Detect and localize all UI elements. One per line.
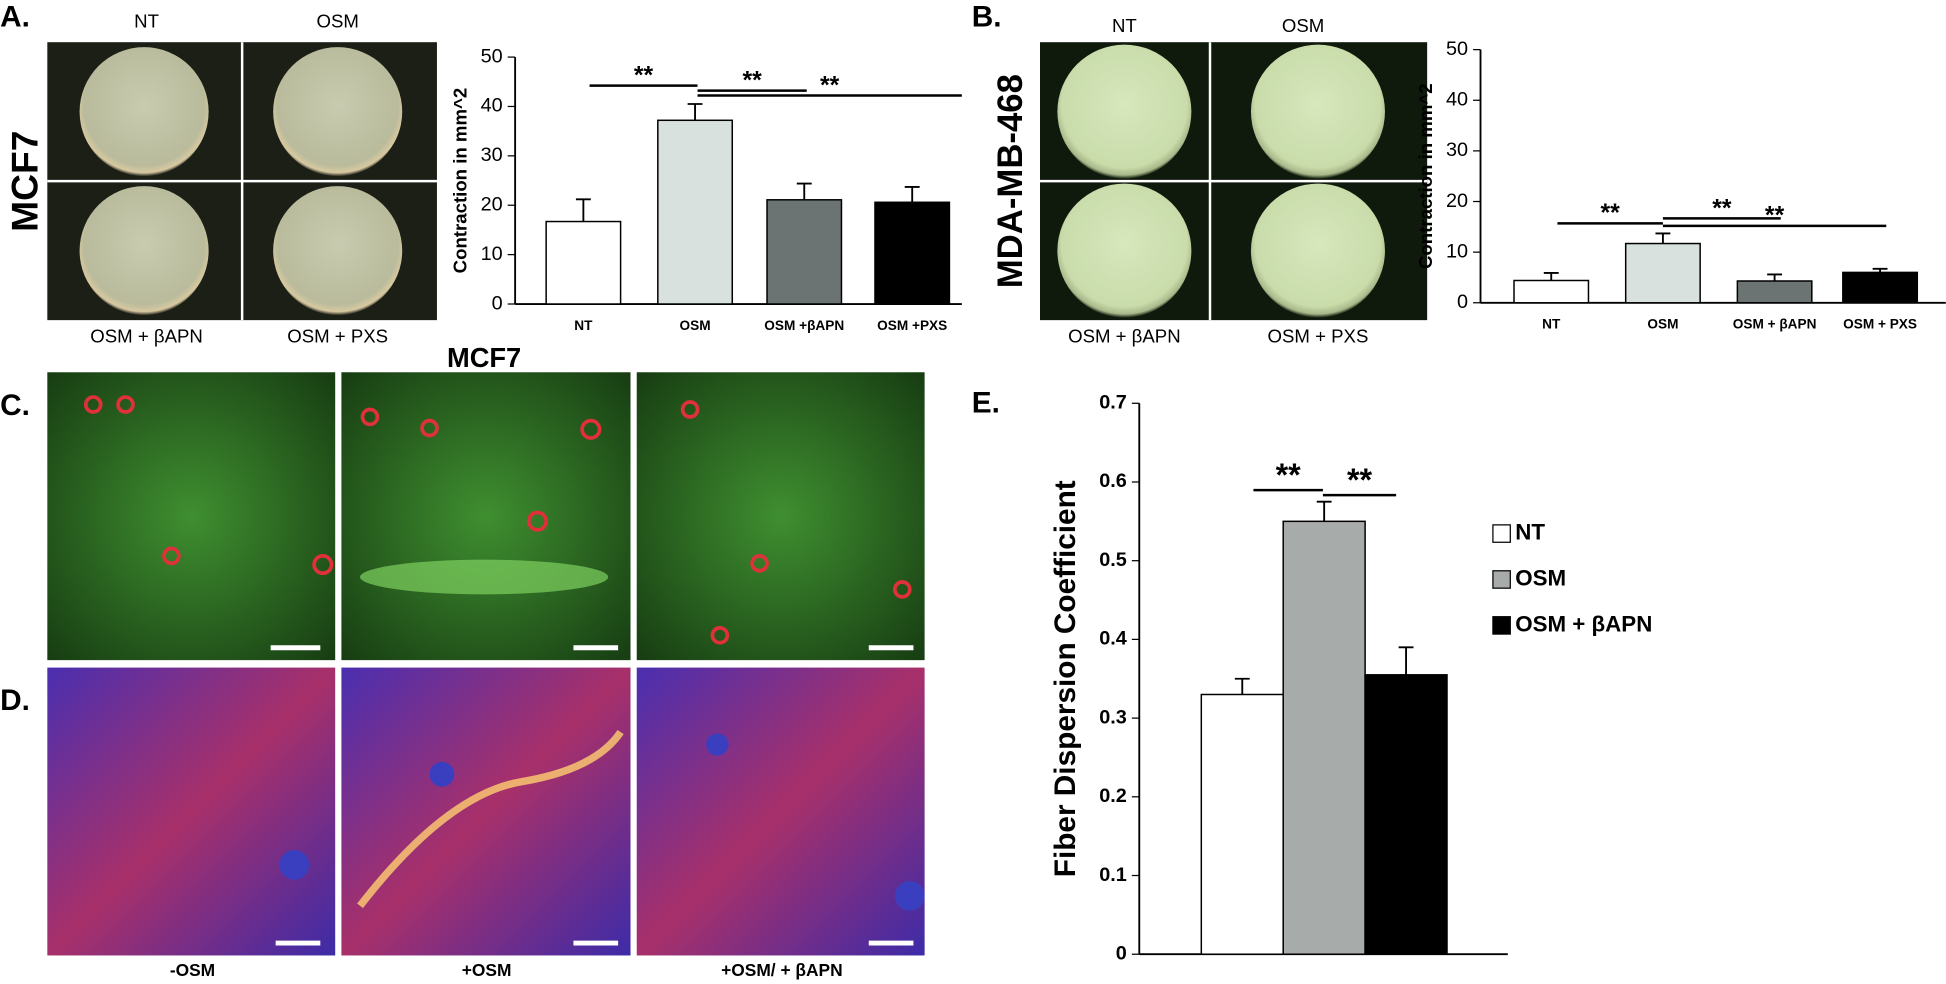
x-tick-label: OSM + βAPN — [1733, 317, 1817, 332]
x-tick-label: OSM — [1647, 317, 1678, 332]
error-bar — [1543, 271, 1559, 281]
bar — [1624, 242, 1701, 304]
bar — [1364, 674, 1448, 955]
y-tick-label: 20 — [481, 193, 503, 215]
y-tick-label: 0.7 — [1099, 392, 1127, 414]
y-tick-label: 0.3 — [1099, 706, 1127, 728]
panel-label: C. — [0, 389, 30, 422]
legend-swatch — [1492, 616, 1511, 635]
panel-d-images — [47, 667, 925, 956]
photo-label: OSM + βAPN — [1068, 325, 1181, 346]
condition-label: +OSM/ + βAPN — [721, 960, 843, 980]
bar — [657, 119, 734, 305]
error-bar — [1655, 232, 1671, 244]
photo-label: NT — [1112, 15, 1137, 36]
y-axis-label: Contraction in mm^2 — [1415, 83, 1436, 269]
bar — [766, 199, 843, 305]
cell-line-label: MDA-MB-468 — [992, 74, 1030, 288]
x-tick-label: OSM +βAPN — [764, 318, 844, 333]
error-bar — [796, 182, 812, 200]
y-tick-label: 0.1 — [1099, 864, 1127, 886]
panel-label: B. — [972, 0, 1002, 33]
y-tick-label: 30 — [481, 144, 503, 166]
legend-label: NT — [1515, 519, 1545, 544]
condition-label: +OSM — [462, 960, 512, 980]
photo-label: NT — [134, 10, 159, 31]
y-tick-label: 10 — [1446, 240, 1468, 262]
x-tick-label: OSM + PXS — [1843, 317, 1917, 332]
panel-label: A. — [0, 0, 30, 33]
y-tick-label: 0 — [492, 292, 503, 314]
y-tick-label: 30 — [1446, 139, 1468, 161]
y-tick-label: 50 — [481, 45, 503, 67]
error-bar — [904, 186, 920, 203]
bar — [1736, 280, 1813, 304]
error-bar — [1316, 500, 1332, 522]
legend-swatch — [1492, 570, 1511, 589]
error-bar — [1234, 677, 1250, 695]
bar — [1842, 271, 1919, 304]
error-bar — [575, 198, 591, 222]
y-tick-label: 10 — [481, 243, 503, 265]
significance-label: ** — [1347, 462, 1373, 498]
bar — [874, 201, 951, 305]
panel-b-photos — [1040, 42, 1428, 321]
panel-label: E. — [972, 386, 1000, 419]
significance-label: ** — [1601, 200, 1621, 227]
y-tick-label: 0.6 — [1099, 470, 1127, 492]
y-tick-label: 0.2 — [1099, 785, 1127, 807]
panel-label: D. — [0, 684, 30, 717]
bar — [1200, 693, 1284, 955]
y-tick-label: 0 — [1457, 291, 1468, 313]
y-axis-label: Fiber Dispersion Coefficient — [1049, 480, 1082, 877]
y-tick-label: 40 — [481, 95, 503, 117]
legend-swatch — [1492, 524, 1511, 543]
error-bar — [687, 103, 703, 121]
cell-line-label: MCF7 — [3, 131, 45, 232]
condition-label: -OSM — [170, 960, 215, 980]
photo-label: OSM — [1282, 15, 1324, 36]
bar — [545, 220, 622, 305]
photo-label: OSM + PXS — [1268, 325, 1369, 346]
y-tick-label: 0.5 — [1099, 549, 1127, 571]
legend-label: OSM — [1515, 565, 1566, 590]
significance-label: ** — [1276, 457, 1302, 493]
y-tick-label: 0 — [1116, 942, 1127, 964]
bar — [1282, 520, 1366, 955]
panel-title: MCF7 — [447, 342, 521, 373]
y-tick-label: 20 — [1446, 190, 1468, 212]
photo-label: OSM + PXS — [287, 325, 388, 346]
x-tick-label: NT — [1542, 317, 1561, 332]
significance-label: ** — [634, 62, 654, 89]
y-tick-label: 40 — [1446, 89, 1468, 111]
x-tick-label: OSM +PXS — [877, 318, 947, 333]
significance-label: ** — [742, 67, 762, 94]
bar — [1513, 279, 1590, 304]
legend-label: OSM + βAPN — [1515, 611, 1652, 636]
significance-label: ** — [1765, 203, 1785, 230]
panel-c-images — [47, 372, 925, 661]
photo-label: OSM — [316, 10, 358, 31]
y-axis-label: Contraction in mm^2 — [450, 88, 471, 274]
error-bar — [1872, 267, 1888, 273]
y-tick-label: 0.4 — [1099, 628, 1127, 650]
y-tick-label: 50 — [1446, 38, 1468, 60]
error-bar — [1767, 273, 1783, 281]
x-tick-label: NT — [574, 318, 593, 333]
significance-label: ** — [820, 72, 840, 99]
x-tick-label: OSM — [680, 318, 711, 333]
error-bar — [1398, 646, 1414, 675]
photo-label: OSM + βAPN — [90, 325, 203, 346]
significance-label: ** — [1712, 195, 1732, 222]
panel-a-photos — [47, 42, 437, 321]
